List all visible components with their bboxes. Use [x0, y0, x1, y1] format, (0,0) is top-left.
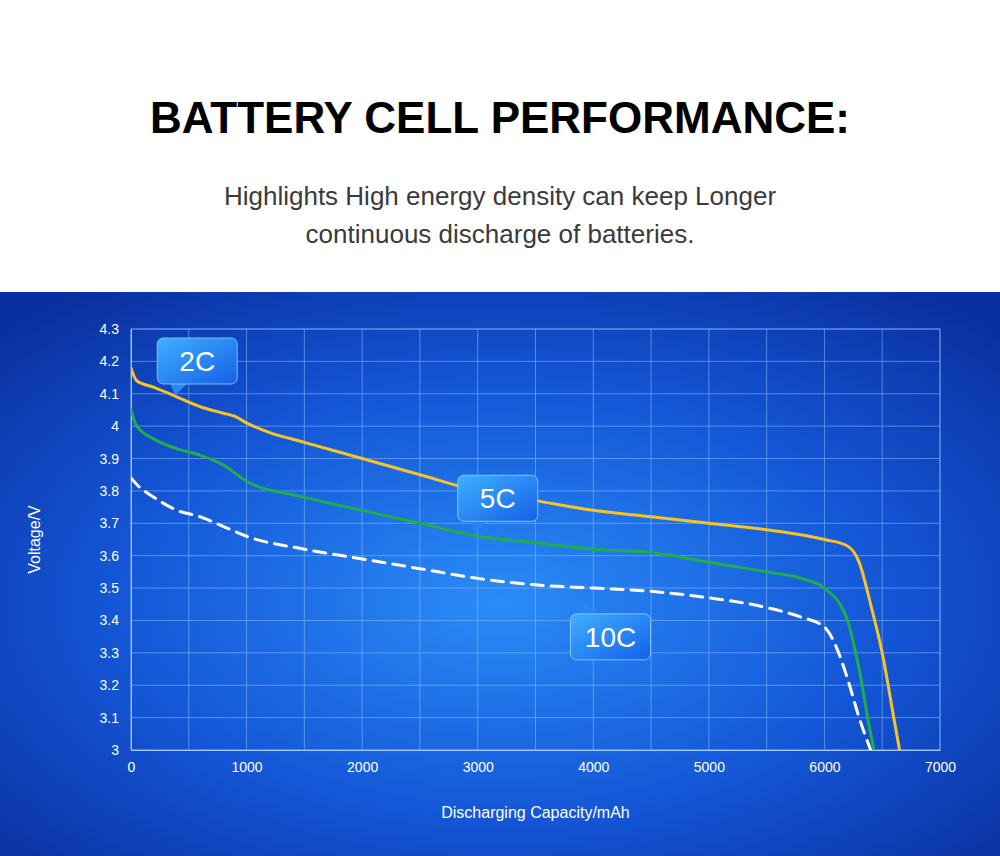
tick: 5000 — [694, 750, 725, 775]
tick: 3.7 — [100, 515, 131, 531]
callout-box — [157, 338, 237, 384]
tick-label: 2000 — [347, 759, 378, 775]
grid-line-x — [708, 329, 709, 750]
series-label: 2C — [179, 346, 215, 377]
tick-label: 4.1 — [100, 386, 120, 402]
series-line — [131, 410, 874, 750]
grid-line-minor — [188, 329, 189, 750]
tick: 4.2 — [100, 353, 131, 369]
tick-label: 4 — [111, 418, 119, 434]
callout-box — [458, 475, 538, 521]
grid-line-minor — [766, 329, 767, 750]
tick-label: 6000 — [809, 759, 840, 775]
tick-label: 3.2 — [100, 677, 120, 693]
grid-line-x — [362, 329, 363, 750]
tick-label: 5000 — [694, 759, 725, 775]
grid-line-minor — [882, 329, 883, 750]
tick-label: 3.9 — [100, 451, 120, 467]
tick: 3.9 — [100, 451, 131, 467]
series-callout: 5C — [458, 475, 538, 532]
tick-label: 3.8 — [100, 483, 120, 499]
axis-line — [132, 750, 941, 751]
tick: 3 — [111, 742, 131, 758]
tick: 4 — [111, 418, 131, 434]
callout-box — [571, 614, 651, 660]
tick-label: 3.4 — [100, 612, 120, 628]
tick: 3.1 — [100, 710, 131, 726]
grid-line-x — [477, 329, 478, 750]
tick-label: 3 — [111, 742, 119, 758]
tick-label: 4.3 — [100, 321, 120, 337]
axis-line — [131, 330, 132, 751]
chart: BATTERY CELL PERFORMANCE: Highlights High… — [0, 0, 1000, 856]
tick-label: 0 — [128, 759, 136, 775]
grid-line-minor — [419, 329, 420, 750]
tick-label: 3000 — [463, 759, 494, 775]
tick: 3.2 — [100, 677, 131, 693]
series-callout: 2C — [157, 338, 237, 395]
series-callout: 10C — [571, 603, 651, 660]
tick: 3.6 — [100, 548, 131, 564]
tick: 1000 — [231, 750, 262, 775]
tick: 7000 — [925, 750, 956, 775]
tick: 3.8 — [100, 483, 131, 499]
tick: 3.4 — [100, 612, 131, 628]
tick-label: 4.2 — [100, 353, 120, 369]
subtitle: continuous discharge of batteries. — [306, 219, 695, 249]
tick: 3000 — [463, 750, 494, 775]
grid-line-minor — [535, 329, 536, 750]
grid-line-minor — [304, 329, 305, 750]
tick-label: 3.6 — [100, 548, 120, 564]
tick-label: 3.1 — [100, 710, 120, 726]
grid-line-x — [593, 329, 594, 750]
panel-background — [0, 292, 1000, 856]
tick: 4000 — [578, 750, 609, 775]
title: BATTERY CELL PERFORMANCE: — [150, 93, 850, 142]
plot-area — [131, 368, 900, 750]
tick-label: 4000 — [578, 759, 609, 775]
grid-line-minor — [651, 329, 652, 750]
tick: 2000 — [347, 750, 378, 775]
series-label: 10C — [585, 622, 636, 653]
tick: 3.3 — [100, 645, 131, 661]
x-axis: 0 1000 2000 3000 4000 5000 6000 7000 — [128, 750, 957, 775]
tick: 4.3 — [100, 321, 131, 337]
tick: 4.1 — [100, 386, 131, 402]
tick: 3.5 — [100, 580, 131, 596]
tick: 6000 — [809, 750, 840, 775]
x-axis-title: Discharging Capacity/mAh — [441, 804, 630, 821]
plot-frame — [131, 329, 940, 750]
series-line — [131, 368, 900, 750]
tick-label: 3.7 — [100, 515, 120, 531]
y-axis: 3 3.1 3.2 3.3 3.4 3.5 3.6 3.7 3.8 3.9 4 4.1 4.2 4.3 — [100, 321, 132, 758]
series-label: 5C — [480, 483, 516, 514]
tick: 0 — [128, 750, 136, 775]
y-axis-title: Voltage/V — [26, 505, 43, 574]
tick-label: 3.3 — [100, 645, 120, 661]
tick-label: 3.5 — [100, 580, 120, 596]
tick-label: 7000 — [925, 759, 956, 775]
grid-line-x — [246, 329, 247, 750]
tick-label: 1000 — [231, 759, 262, 775]
grid — [131, 329, 940, 750]
subtitle: Highlights High energy density can keep … — [224, 181, 776, 211]
